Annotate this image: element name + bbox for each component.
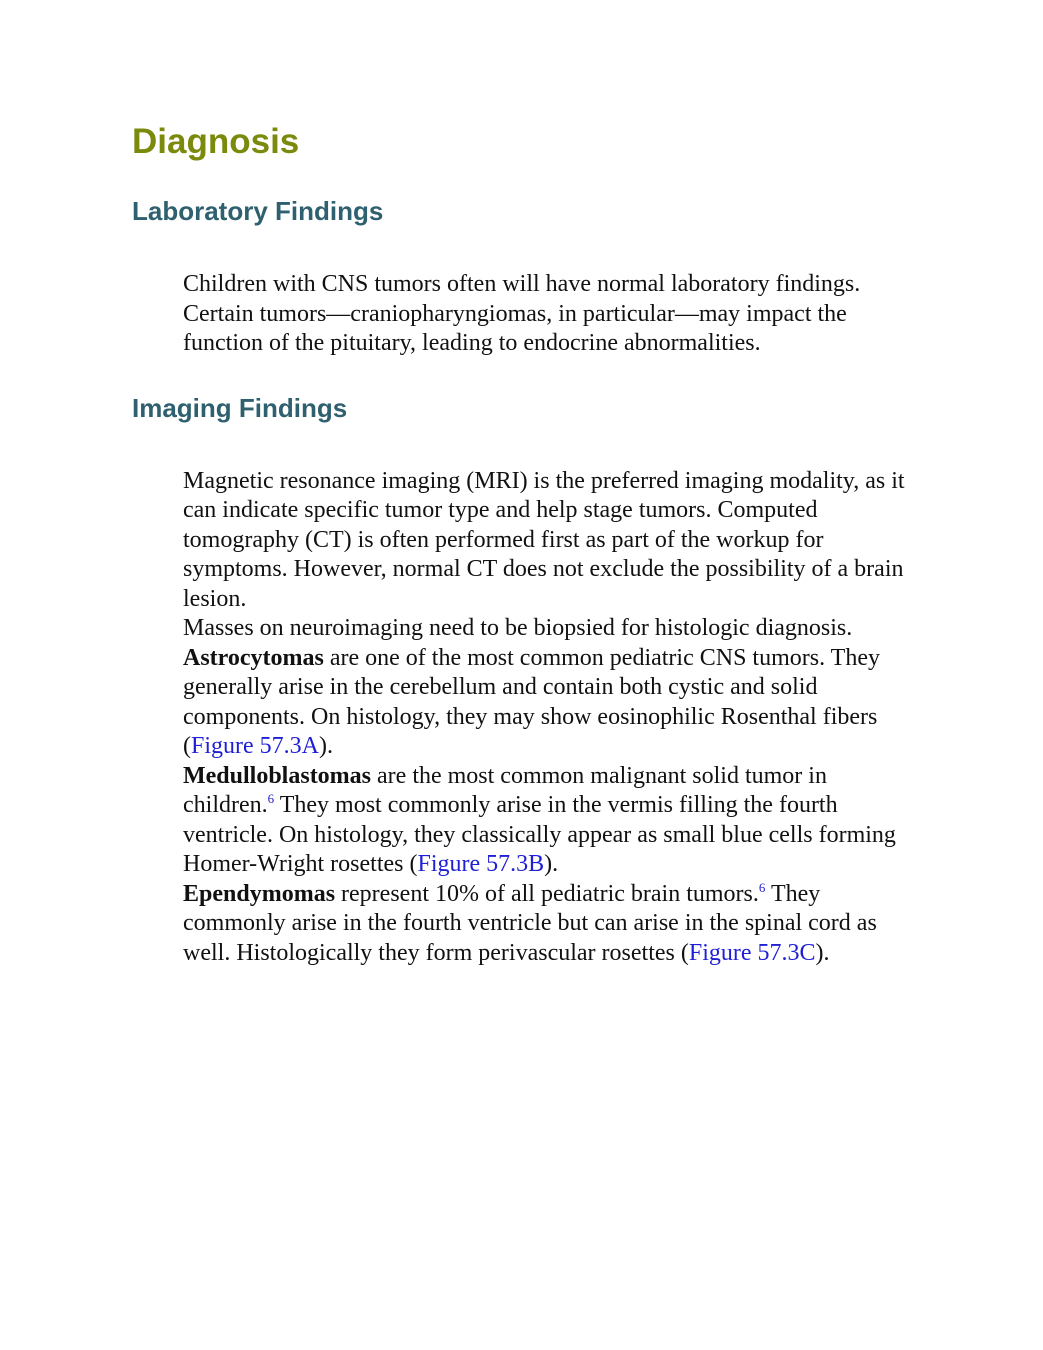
- text: Masses on neuroimaging need to be biopsi…: [183, 615, 853, 641]
- reference[interactable]: 6: [267, 791, 275, 806]
- paragraph: Astrocytomas are one of the most common …: [183, 644, 918, 762]
- text: ).: [544, 851, 559, 877]
- paragraph: Masses on neuroimaging need to be biopsi…: [183, 614, 918, 644]
- section-body: Children with CNS tumors often will have…: [183, 270, 918, 359]
- text: are the most common malignant solid tumo…: [183, 762, 827, 819]
- reference[interactable]: 6: [758, 879, 766, 895]
- text: ).: [815, 939, 830, 966]
- sections: Laboratory Findings Children with CNS tum…: [132, 192, 932, 998]
- text: They most commonly arise in the vermis f…: [183, 792, 896, 877]
- paragraph: Ependymomas represent 10% of all pediatr…: [183, 880, 918, 969]
- text: They commonly arise in the fourth ventri…: [183, 880, 877, 966]
- paragraph: Medulloblastomas are the most common mal…: [183, 762, 918, 880]
- text: are one of the most common pediatric CNS…: [183, 644, 880, 760]
- figure-link[interactable]: Figure 57.3B: [417, 851, 545, 877]
- text: represent 10% of all pediatric brain tum…: [335, 880, 759, 907]
- title: Diagnosis: [132, 122, 300, 161]
- text: ).: [319, 733, 333, 759]
- bold-term: Medulloblastomas: [183, 762, 372, 789]
- section-heading: Imaging Findings: [132, 392, 348, 423]
- text: Children with CNS tumors often will have…: [183, 271, 861, 356]
- bold-term: Astrocytomas: [183, 644, 324, 671]
- figure-link[interactable]: Figure 57.3A: [191, 733, 319, 759]
- text: Magnetic resonance imaging (MRI) is the …: [183, 467, 905, 612]
- figure-link[interactable]: Figure 57.3C: [688, 939, 816, 966]
- section-body: Magnetic resonance imaging (MRI) is the …: [183, 467, 918, 969]
- bold-term: Ependymomas: [183, 880, 336, 907]
- section-heading: Laboratory Findings: [132, 196, 384, 226]
- paragraph: Magnetic resonance imaging (MRI) is the …: [183, 467, 918, 615]
- paragraph: Children with CNS tumors often will have…: [183, 270, 918, 359]
